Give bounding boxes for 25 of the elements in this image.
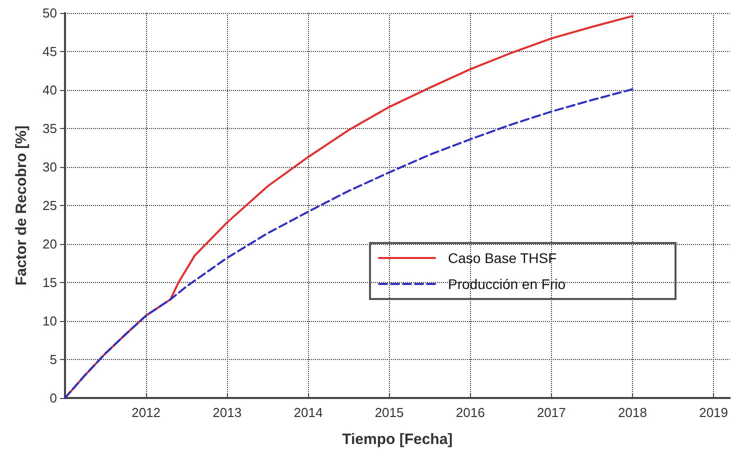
y-tick-label: 10: [42, 314, 57, 328]
x-tick-label: 2014: [294, 405, 323, 420]
y-axis-title: Factor de Recobro [%]: [13, 125, 30, 286]
line-series: [64, 88, 634, 399]
x-tick-label: 2012: [132, 405, 161, 420]
x-axis-title: Tiempo [Fecha]: [342, 431, 453, 448]
y-tick-label: 45: [42, 44, 57, 59]
x-tick-label: 2013: [212, 405, 242, 420]
y-tick-label: 15: [42, 275, 57, 290]
y-tick-label: 0: [50, 390, 57, 406]
x-tick-label: 2018: [618, 405, 647, 420]
line-series: [64, 15, 634, 399]
y-tick-label: 50: [42, 6, 57, 20]
y-tick-label: 25: [42, 198, 57, 213]
y-tick-label: 20: [42, 236, 57, 252]
legend-label: Caso Base THSF: [448, 250, 557, 266]
legend-label: Producción en Frio: [448, 276, 566, 292]
x-tick-label: 2015: [374, 405, 404, 420]
y-tick-label: 40: [42, 82, 57, 98]
x-tick-label: 2019: [699, 405, 728, 420]
y-tick-label: 5: [50, 352, 57, 367]
y-tick-label: 30: [42, 160, 57, 174]
x-tick-label: 2016: [456, 405, 485, 420]
x-tick-label: 2017: [536, 405, 566, 420]
y-tick-label: 35: [42, 121, 57, 136]
